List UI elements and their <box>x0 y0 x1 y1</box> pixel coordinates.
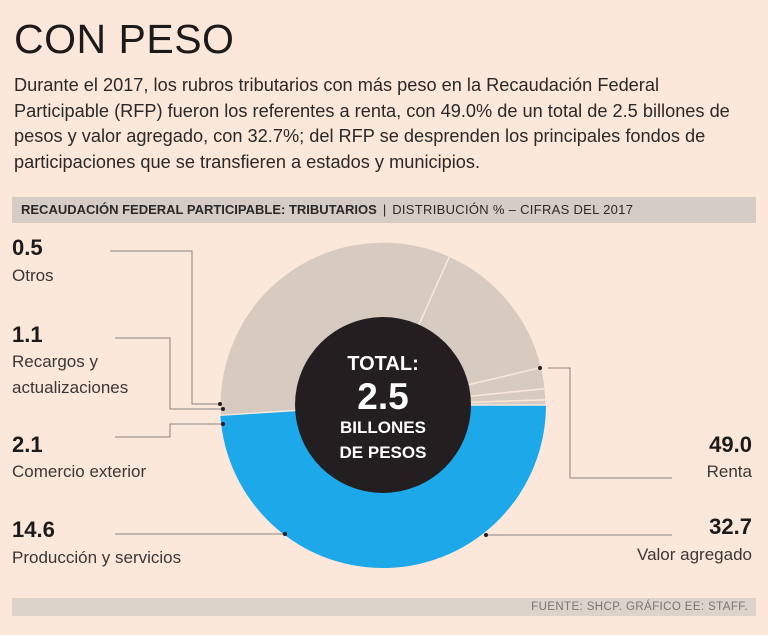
center-total-label: TOTAL: <box>347 353 418 375</box>
subtitle-separator: | <box>382 202 387 217</box>
source-text: FUENTE: SHCP. GRÁFICO EE: STAFF. <box>531 601 748 613</box>
donut-center <box>295 317 471 493</box>
leader-line-recargos-y-actualizaciones <box>115 337 222 410</box>
leader-line-comercio-exterior <box>115 423 222 438</box>
leader-dot-valor-agregado <box>484 533 488 537</box>
center-total-unit-1: BILLONES <box>340 418 426 437</box>
value-label-otros: 0.5 <box>12 235 43 260</box>
category-label-renta: Renta <box>707 462 753 481</box>
value-label-valor-agregado: 32.7 <box>709 514 752 539</box>
leader-dot-comercio-exterior <box>221 422 225 426</box>
source-footer: FUENTE: SHCP. GRÁFICO EE: STAFF. <box>12 598 756 616</box>
category-label-otros: Otros <box>12 266 54 285</box>
leader-line-otros <box>110 250 220 405</box>
chart-subtitle-bar: RECAUDACIÓN FEDERAL PARTICIPABLE: TRIBUT… <box>12 197 756 223</box>
value-label-produccion-y-servicios: 14.6 <box>12 517 55 542</box>
category-label-produccion-y-servicios: Producción y servicios <box>12 548 181 567</box>
intro-paragraph: Durante el 2017, los rubros tributarios … <box>14 75 730 172</box>
category-label-recargos-y-actualizaciones-2: actualizaciones <box>12 378 128 397</box>
value-label-comercio-exterior: 2.1 <box>12 432 43 457</box>
chart-subtitle-detail: DISTRIBUCIÓN % – CIFRAS DEL 2017 <box>392 202 634 217</box>
category-label-comercio-exterior: Comercio exterior <box>12 462 146 481</box>
center-total-unit-2: DE PESOS <box>340 443 427 462</box>
value-label-renta: 49.0 <box>709 432 752 457</box>
center-total-value: 2.5 <box>357 376 408 417</box>
leader-dot-recargos-y-actualizaciones <box>221 407 225 411</box>
category-label-recargos-y-actualizaciones-1: Recargos y <box>12 352 98 371</box>
chart-subtitle: RECAUDACIÓN FEDERAL PARTICIPABLE: TRIBUT… <box>21 202 377 217</box>
leader-dot-renta <box>538 366 542 370</box>
leader-line-renta <box>548 367 672 479</box>
page-title: CON PESO <box>14 16 235 62</box>
leader-dot-otros <box>218 402 222 406</box>
category-label-valor-agregado: Valor agregado <box>637 545 752 564</box>
value-label-recargos-y-actualizaciones: 1.1 <box>12 322 43 347</box>
leader-dot-produccion-y-servicios <box>283 532 287 536</box>
